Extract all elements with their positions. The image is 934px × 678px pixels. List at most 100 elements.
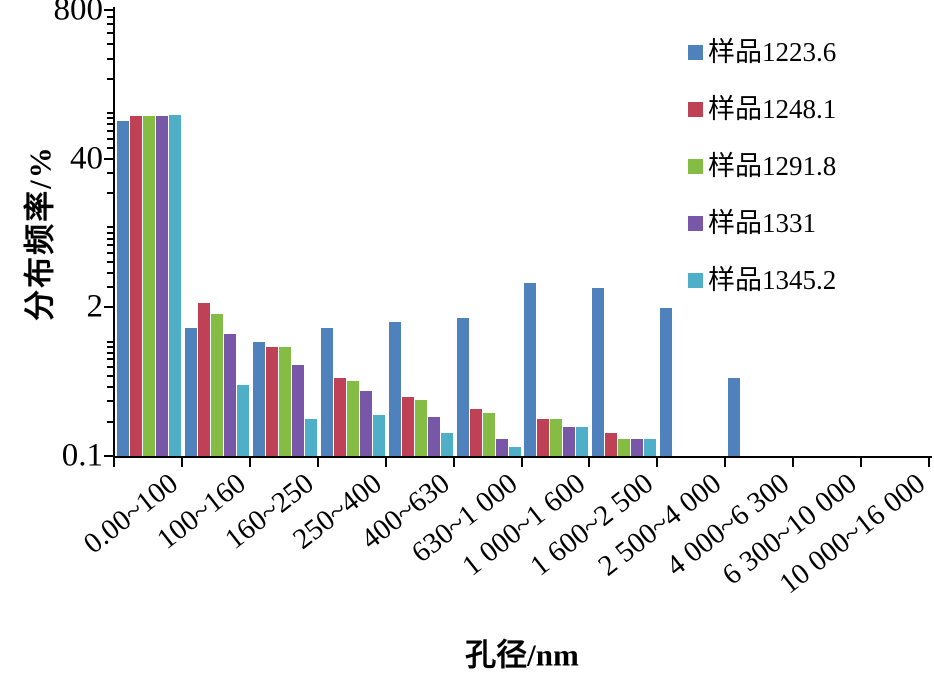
y-tick-label: 2 [86, 288, 104, 325]
bar-样品1223.6 [184, 328, 197, 456]
legend-swatch [688, 159, 703, 174]
x-axis-tick [656, 458, 658, 467]
legend-item: 样品1345.2 [688, 266, 836, 295]
x-axis-tick [860, 458, 862, 467]
bar-样品1331 [155, 116, 168, 456]
y-minor-tick [107, 251, 113, 254]
y-minor-tick [107, 171, 113, 174]
bar-样品1291.8 [346, 381, 359, 456]
x-axis-tick [588, 458, 590, 467]
x-axis-tick [181, 458, 183, 467]
legend-swatch [688, 273, 703, 288]
bar-样品1331 [359, 391, 372, 456]
y-minor-tick [107, 386, 113, 389]
x-axis-tick [521, 458, 523, 467]
bar-样品1331 [563, 427, 576, 456]
y-minor-tick [107, 375, 113, 378]
legend-label: 样品1248.1 [708, 94, 837, 124]
y-minor-tick [107, 366, 113, 369]
y-minor-tick [107, 271, 113, 274]
y-minor-tick [107, 117, 113, 120]
y-tick-label: 800 [53, 0, 104, 28]
bar-样品1345.2 [304, 419, 317, 456]
legend-swatch [688, 102, 703, 117]
x-axis-line [113, 456, 932, 458]
y-tick-label: 0.1 [61, 437, 103, 474]
bar-样品1291.8 [482, 413, 495, 456]
legend-item: 样品1331 [688, 209, 836, 238]
bar-样品1291.8 [414, 400, 427, 456]
bar-样品1223.6 [660, 308, 673, 456]
x-axis-tick [317, 458, 319, 467]
y-minor-tick [107, 358, 113, 361]
bar-样品1331 [427, 417, 440, 456]
y-axis-line [113, 7, 115, 458]
bar-样品1223.6 [524, 283, 537, 456]
y-minor-tick [107, 340, 113, 343]
y-minor-tick [107, 237, 113, 240]
bar-样品1248.1 [537, 419, 550, 456]
bar-样品1248.1 [605, 433, 618, 456]
bar-样品1223.6 [592, 288, 605, 456]
bar-group-10 000~16 000 [862, 10, 930, 456]
y-minor-tick [107, 146, 113, 149]
y-minor-tick [107, 32, 113, 35]
x-axis-tick [249, 458, 251, 467]
bar-样品1291.8 [550, 419, 563, 456]
bar-样品1345.2 [440, 433, 453, 456]
y-minor-tick [107, 43, 113, 46]
x-axis-tick [792, 458, 794, 467]
x-axis-tick [385, 458, 387, 467]
y-minor-tick [107, 137, 113, 140]
legend-label: 样品1331 [708, 208, 816, 238]
bar-样品1248.1 [129, 116, 142, 456]
legend-item: 样品1291.8 [688, 152, 836, 181]
bar-group-160~250 [251, 10, 319, 456]
bar-样品1345.2 [644, 439, 657, 456]
bar-group-0.00~100 [115, 10, 183, 456]
x-axis-tick [928, 458, 930, 467]
y-minor-tick [107, 226, 113, 229]
y-minor-tick [107, 77, 113, 80]
bar-group-250~400 [319, 10, 387, 456]
bar-样品1248.1 [401, 397, 414, 456]
x-axis-tick [113, 458, 115, 467]
x-axis-tick [724, 458, 726, 467]
legend-item: 样品1248.1 [688, 95, 836, 124]
bar-样品1223.6 [388, 322, 401, 456]
bar-样品1223.6 [116, 121, 129, 456]
y-minor-tick [107, 351, 113, 354]
bar-group-1 600~2 500 [590, 10, 658, 456]
bar-group-630~1 000 [455, 10, 523, 456]
plot-area: 0.1 2 40 800 0.00~100 100~160 160~250 250~400 4… [54, 0, 932, 600]
bar-样品1248.1 [333, 378, 346, 456]
y-minor-tick [107, 123, 113, 126]
bar-样品1331 [291, 365, 304, 456]
bar-样品1248.1 [469, 409, 482, 456]
legend-swatch [688, 45, 703, 60]
x-axis-title: 孔径/nm [465, 637, 579, 673]
legend-label: 样品1345.2 [708, 265, 837, 295]
legend-swatch [688, 216, 703, 231]
legend-item: 样品1223.6 [688, 38, 836, 67]
bar-样品1291.8 [210, 314, 223, 456]
y-minor-tick [107, 23, 113, 26]
x-axis-tick [453, 458, 455, 467]
y-minor-tick [107, 231, 113, 234]
y-minor-tick [107, 57, 113, 60]
bar-样品1223.6 [320, 328, 333, 456]
legend: 样品1223.6 样品1248.1 样品1291.8 样品1331 样品1345.2 [688, 38, 836, 323]
y-major-tick [104, 306, 113, 309]
bar-样品1345.2 [236, 385, 249, 456]
y-major-tick [104, 9, 113, 11]
bar-group-100~160 [183, 10, 251, 456]
bar-样品1345.2 [168, 115, 181, 456]
bar-样品1331 [631, 439, 644, 456]
y-minor-tick [107, 286, 113, 289]
y-major-tick [104, 455, 113, 457]
y-minor-tick [107, 400, 113, 403]
bar-样品1291.8 [142, 116, 155, 456]
bar-样品1345.2 [372, 415, 385, 456]
bar-样品1248.1 [265, 347, 278, 456]
